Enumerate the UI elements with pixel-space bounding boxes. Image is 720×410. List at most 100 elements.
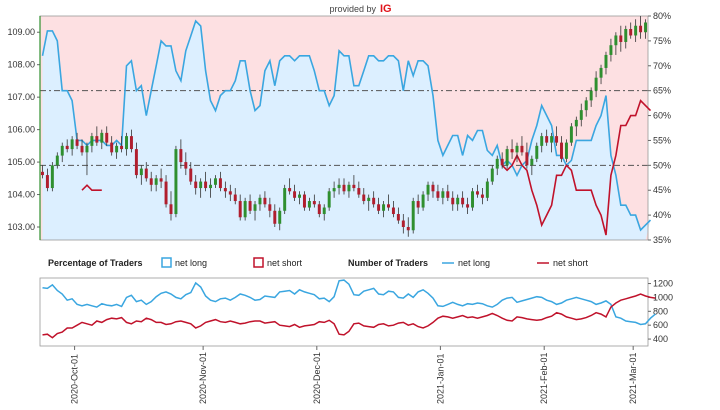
- candle: [604, 51, 608, 75]
- candle-body: [406, 227, 410, 231]
- candle-body: [391, 207, 395, 215]
- candle: [545, 129, 549, 146]
- candle-body: [634, 25, 638, 36]
- candle-body: [218, 178, 222, 189]
- candle: [555, 126, 559, 146]
- candle: [144, 162, 148, 182]
- candle-body: [614, 35, 618, 46]
- candle-body: [550, 136, 554, 143]
- candle-body: [253, 204, 257, 211]
- candle-body: [490, 168, 494, 182]
- candle-body: [60, 145, 64, 156]
- candle: [164, 175, 168, 208]
- percent-tick-label: 50%: [653, 160, 671, 170]
- candle: [213, 175, 217, 189]
- candle: [564, 139, 568, 163]
- candle-body: [258, 197, 262, 205]
- candle: [129, 129, 133, 153]
- chart-header: provided by IG: [329, 3, 391, 15]
- candle-body: [317, 204, 321, 215]
- legend-pct-title: Percentage of Traders: [48, 258, 143, 268]
- candle: [495, 155, 499, 176]
- candle-body: [174, 149, 178, 215]
- candle: [248, 194, 252, 215]
- candle-body: [115, 145, 119, 153]
- candle: [293, 184, 297, 202]
- traders-net-short-line: [42, 293, 656, 339]
- candle-body: [629, 28, 633, 36]
- candle: [110, 136, 114, 156]
- candle: [619, 25, 623, 52]
- candle-body: [372, 197, 376, 205]
- candle: [70, 136, 74, 156]
- candle-body: [100, 132, 104, 143]
- candle-body: [50, 165, 54, 189]
- price-tick-label: 103.00: [7, 222, 35, 232]
- net-long-line: [41, 19, 652, 232]
- candle: [273, 204, 277, 228]
- candle-body: [446, 191, 450, 198]
- percent-tick-label: 80%: [653, 11, 671, 21]
- candle: [174, 145, 178, 218]
- candle: [95, 126, 99, 146]
- candle: [199, 178, 203, 198]
- price-tick-label: 106.00: [7, 125, 35, 135]
- candle-body: [204, 181, 208, 189]
- candle-body: [540, 136, 544, 146]
- candle-body: [248, 201, 252, 211]
- legend-num-short-label: net short: [553, 258, 589, 268]
- candle: [550, 132, 554, 153]
- candle-body: [530, 158, 534, 166]
- candle-body: [624, 28, 628, 42]
- candle-body: [426, 184, 430, 195]
- candle: [223, 181, 227, 198]
- candle-body: [619, 35, 623, 42]
- candle-body: [401, 220, 405, 228]
- candle-body: [485, 181, 489, 198]
- candle: [372, 191, 376, 208]
- candle-body: [149, 178, 153, 185]
- candle: [441, 188, 445, 205]
- candle-body: [322, 207, 326, 215]
- candle: [560, 136, 563, 163]
- candle: [436, 184, 440, 202]
- candle: [184, 152, 188, 176]
- traders-tick-label: 1000: [653, 292, 673, 302]
- traders-tick-label: 400: [653, 334, 668, 344]
- candle: [194, 175, 198, 195]
- price-tick-label: 107.00: [7, 92, 35, 102]
- candle: [80, 139, 84, 156]
- candle: [55, 152, 59, 169]
- candle: [327, 188, 331, 211]
- candle-body: [367, 197, 371, 202]
- candle-body: [515, 145, 519, 153]
- candle: [357, 181, 361, 198]
- candle-body: [194, 181, 198, 189]
- candle-body: [164, 181, 168, 205]
- candle: [505, 145, 509, 169]
- candle-body: [209, 184, 213, 189]
- candle-body: [387, 204, 390, 208]
- candle-body: [233, 194, 237, 202]
- candle: [307, 197, 311, 211]
- candle-body: [644, 22, 648, 33]
- candle: [594, 71, 598, 98]
- candle: [624, 25, 628, 49]
- percent-tick-label: 70%: [653, 61, 671, 71]
- candle-body: [594, 77, 598, 91]
- candle-body: [639, 25, 643, 33]
- traders-tick-label: 800: [653, 306, 668, 316]
- provided-by-text: provided by: [329, 4, 376, 14]
- candle: [159, 168, 163, 189]
- date-tick-label: 2020-Nov-01: [198, 352, 208, 404]
- candle-body: [199, 181, 203, 189]
- candle: [446, 184, 450, 202]
- candle-body: [95, 136, 99, 143]
- candle: [500, 152, 504, 169]
- candle: [377, 197, 381, 215]
- candle-body: [451, 197, 455, 205]
- candle-body: [302, 194, 306, 208]
- candle: [253, 201, 257, 221]
- percent-tick-label: 65%: [653, 86, 671, 96]
- candle-body: [461, 197, 465, 205]
